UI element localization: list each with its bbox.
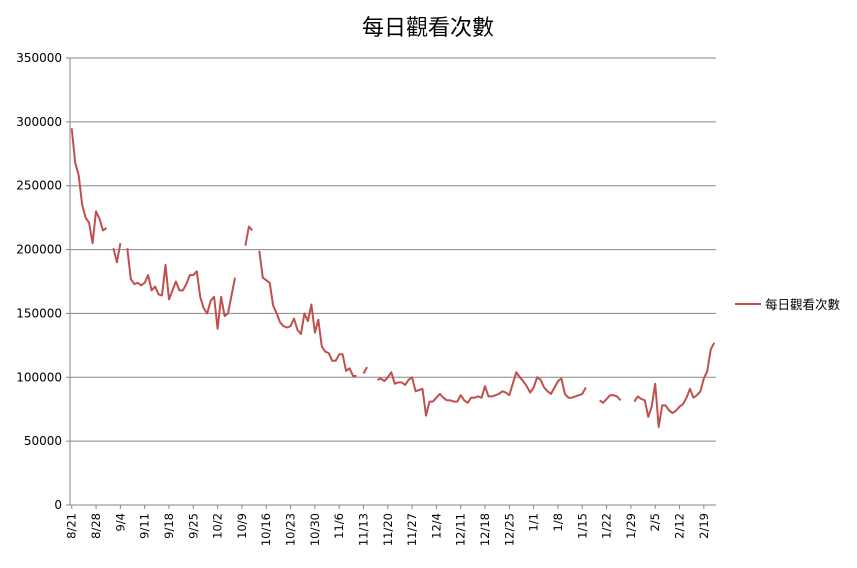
series-line-segment	[112, 243, 122, 264]
gridlines	[70, 57, 716, 442]
series-line-segment	[244, 225, 254, 246]
x-tick-label: 1/29	[624, 513, 638, 539]
series-line-segment	[258, 250, 357, 377]
x-tick-label: 1/22	[600, 513, 614, 539]
x-tick-label: 12/18	[478, 513, 492, 546]
x-tick-label: 9/18	[162, 513, 176, 539]
x-tick-label: 1/8	[551, 513, 565, 532]
y-tick-label: 300000	[16, 115, 62, 129]
y-axis: 0 50000 100000 150000 200000 250000 300000 3500…	[16, 51, 71, 512]
x-tick-label: 11/27	[405, 513, 419, 546]
x-tick-label: 12/4	[429, 513, 443, 539]
x-tick-label: 10/2	[211, 513, 225, 539]
x-tick-label: 2/5	[648, 513, 662, 532]
x-tick-label: 1/1	[527, 513, 541, 532]
y-tick-label: 200000	[16, 243, 62, 257]
series-line-segment	[70, 128, 108, 245]
series-line-segment	[599, 394, 622, 404]
x-tick-label: 11/20	[381, 513, 395, 546]
x-tick-label: 8/21	[65, 513, 79, 539]
series-line-segment	[126, 248, 236, 330]
y-tick-label: 100000	[16, 370, 62, 384]
y-tick-label: 50000	[24, 434, 62, 448]
x-tick-label: 12/25	[502, 513, 516, 546]
chart-title: 每日觀看次數	[362, 16, 494, 41]
series-lines	[70, 128, 716, 429]
x-tick-label: 12/11	[454, 513, 468, 546]
y-tick-label: 350000	[16, 51, 62, 65]
x-tick-label: 10/23	[284, 513, 298, 546]
x-tick-label: 9/11	[138, 513, 152, 539]
x-tick-label: 10/9	[235, 513, 249, 539]
y-tick-label: 150000	[16, 306, 62, 320]
x-tick-label: 11/6	[332, 513, 346, 539]
x-tick-label: 9/4	[113, 513, 127, 532]
legend: 每日觀看次數	[735, 297, 841, 312]
series-line-segment	[362, 366, 368, 374]
series-line-segment	[377, 371, 587, 417]
x-tick-label: 9/25	[186, 513, 200, 539]
x-tick-label: 10/16	[259, 513, 273, 546]
x-tick-label: 1/15	[575, 513, 589, 539]
series-line-segment	[633, 342, 716, 429]
x-tick-label: 11/13	[356, 513, 370, 546]
x-tick-label: 10/30	[308, 513, 322, 546]
legend-label: 每日觀看次數	[765, 297, 841, 312]
x-tick-label: 2/12	[673, 513, 687, 539]
x-tick-label: 8/28	[89, 513, 103, 539]
y-tick-label: 0	[54, 498, 62, 512]
x-axis: 8/21 8/28 9/4 9/11 9/18 9/25 10/2 10/9 10/16 10/2…	[65, 504, 716, 546]
x-tick-label: 2/19	[697, 513, 711, 539]
y-tick-label: 250000	[16, 179, 62, 193]
